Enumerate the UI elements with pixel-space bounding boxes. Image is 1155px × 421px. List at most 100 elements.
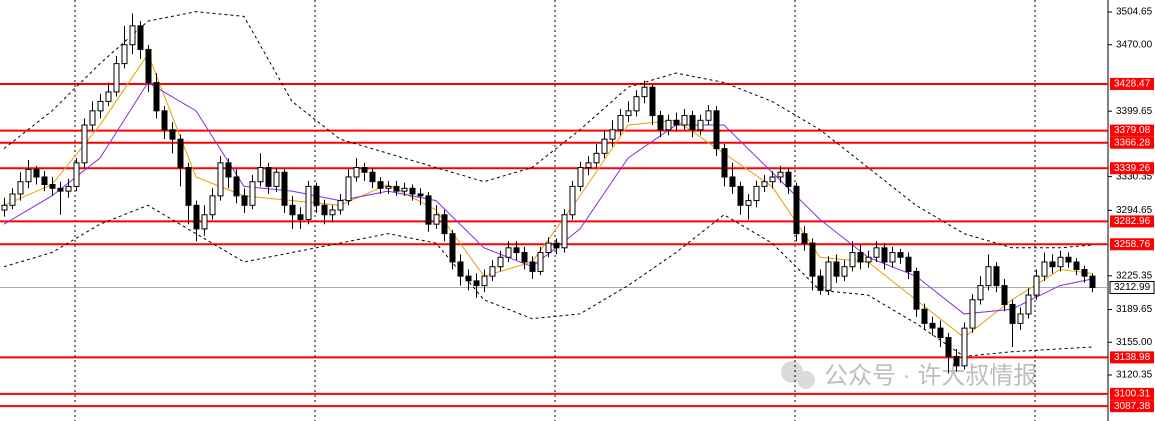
level-label: 3282.96 <box>1114 216 1151 227</box>
candle-body <box>681 115 688 126</box>
candle-body <box>89 110 96 126</box>
candle-body <box>281 171 288 206</box>
candle-body <box>873 247 880 258</box>
candle-body <box>761 181 768 187</box>
y-tick-label: 3120.35 <box>1116 370 1153 381</box>
candle-body <box>1057 256 1064 268</box>
candle-body <box>713 110 720 150</box>
y-tick-label: 3294.65 <box>1116 205 1153 216</box>
candle-body <box>897 252 904 258</box>
candle-body <box>705 110 712 121</box>
candle-body <box>801 233 808 244</box>
candle-body <box>241 195 248 206</box>
candle-body <box>849 252 856 268</box>
candle-body <box>937 327 944 339</box>
candle-body <box>17 181 24 195</box>
candle-body <box>441 214 448 235</box>
candle-body <box>729 176 736 187</box>
y-tick-label: 3225.35 <box>1116 270 1153 281</box>
candle-body <box>833 261 840 277</box>
candle-body <box>505 247 512 258</box>
candle-body <box>745 200 752 206</box>
candle-body <box>41 176 48 186</box>
candle-body <box>1041 261 1048 277</box>
candle-body <box>217 162 224 197</box>
candle-body <box>809 242 816 277</box>
candle-body <box>577 167 584 187</box>
candle-body <box>593 152 600 164</box>
candle-body <box>97 100 104 112</box>
y-tick-label: 3470.00 <box>1116 39 1153 50</box>
candle-body <box>417 193 424 197</box>
candle-body <box>433 214 440 225</box>
level-label-box <box>1110 136 1154 149</box>
candle-body <box>841 266 848 277</box>
candle-body <box>225 162 232 178</box>
candle-body <box>201 214 208 230</box>
candle-body <box>697 119 704 131</box>
y-tick-label: 3189.65 <box>1116 304 1153 315</box>
candle-body <box>313 185 320 206</box>
candle-body <box>489 266 496 277</box>
y-tick-label: 3399.65 <box>1116 106 1153 117</box>
level-label-box <box>1110 387 1154 400</box>
candle-body <box>617 115 624 131</box>
candle-body <box>393 185 400 192</box>
level-label: 3258.76 <box>1114 239 1151 250</box>
candle-body <box>457 261 464 277</box>
candle-body <box>481 275 488 287</box>
candle-body <box>625 110 632 117</box>
candle-body <box>385 185 392 189</box>
candle-body <box>473 280 480 287</box>
candle-body <box>817 275 824 291</box>
level-label: 3100.31 <box>1114 389 1151 400</box>
candle-body <box>145 48 152 84</box>
level-label: 3366.28 <box>1114 137 1151 148</box>
candle-body <box>105 91 112 102</box>
candle-body <box>177 138 184 169</box>
y-tick-label: 3155.00 <box>1116 337 1153 348</box>
candle-body <box>161 110 168 131</box>
candle-body <box>353 167 360 178</box>
level-label: 3087.38 <box>1114 401 1151 412</box>
level-label-box <box>1110 400 1154 413</box>
bollinger-band <box>3 11 1093 249</box>
candle-body <box>49 184 56 189</box>
candle-body <box>377 181 384 189</box>
candle-body <box>1025 294 1032 315</box>
candle-body <box>601 138 608 154</box>
candle-body <box>569 185 576 216</box>
candle-body <box>889 252 896 263</box>
candle-body <box>1001 285 1008 305</box>
candle-body <box>609 129 616 140</box>
candle-body <box>545 242 552 254</box>
candle-body <box>1081 269 1088 277</box>
candle-body <box>561 214 568 249</box>
candle-body <box>185 167 192 206</box>
candle-body <box>329 209 336 216</box>
candle-body <box>721 148 728 178</box>
candle-body <box>465 275 472 282</box>
candle-body <box>129 25 136 46</box>
candle-body <box>665 119 672 131</box>
candle-body <box>209 195 216 216</box>
watermark: 公众号 · 许大叔情报 <box>824 362 1037 389</box>
candle-body <box>369 171 376 183</box>
candle-body <box>689 115 696 131</box>
candle-body <box>273 171 280 187</box>
candle-body <box>529 261 536 272</box>
candle-body <box>521 252 528 263</box>
candle-body <box>737 185 744 206</box>
candle-body <box>961 327 968 367</box>
candle-body <box>1049 261 1056 268</box>
candle-body <box>777 171 784 178</box>
candle-body <box>881 247 888 263</box>
candle-body <box>9 193 16 206</box>
level-label-box <box>1110 77 1154 90</box>
candle-body <box>953 355 960 367</box>
candle-body <box>1009 303 1016 324</box>
candle-body <box>169 129 176 140</box>
y-tick-label: 3330.35 <box>1116 171 1153 182</box>
candle-body <box>513 247 520 254</box>
